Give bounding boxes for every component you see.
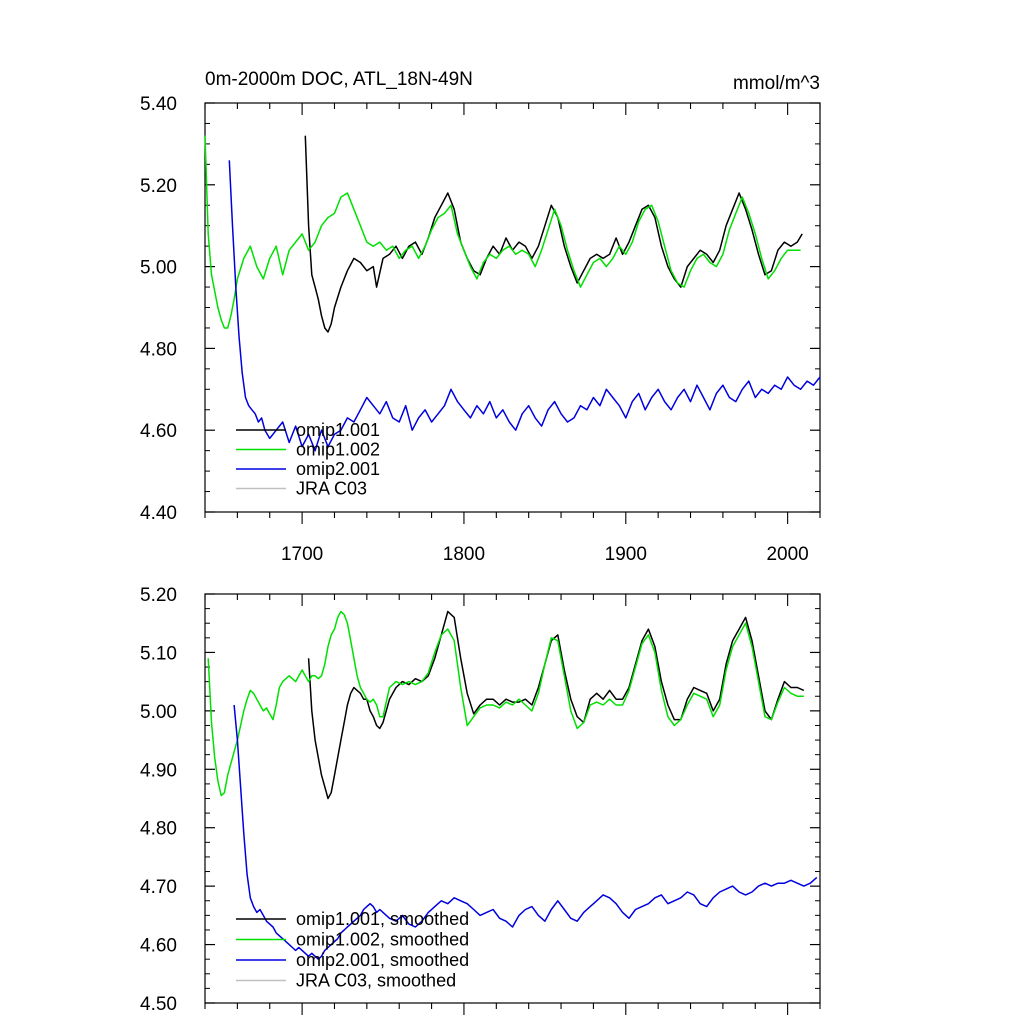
legend-label: omip2.001 — [296, 459, 380, 479]
legend-label: omip1.002 — [296, 440, 380, 460]
legend-label: omip1.001 — [296, 420, 380, 440]
top-panel-units: mmol/m^3 — [733, 73, 820, 94]
top-panel: 0m-2000m DOC, ATL_18N-49N mmol/m^3 4.404… — [140, 69, 821, 565]
y-tick-label: 4.60 — [140, 421, 177, 442]
y-tick-label: 5.00 — [140, 258, 177, 279]
y-tick-label: 5.20 — [140, 585, 177, 606]
y-tick-label: 4.50 — [140, 994, 177, 1015]
y-tick-label: 5.10 — [140, 643, 177, 664]
bottom-panel-ticks: 4.50 4.60 4.70 4.80 4.90 5.00 5.10 5.20 — [140, 585, 821, 1015]
series-line-omip1-001-smoothed — [307, 610, 805, 800]
x-tick-label: 1800 — [443, 544, 485, 565]
series-line-omip1-002-smoothed — [207, 610, 804, 797]
series-line-omip1-002 — [204, 135, 801, 329]
x-tick-label: 2000 — [766, 544, 808, 565]
y-tick-label: 4.90 — [140, 760, 177, 781]
x-tick-label: 1900 — [605, 544, 647, 565]
top-panel-ticks: 4.40 4.60 4.80 5.00 5.20 5.40 1700 1800 1900 2000 — [140, 94, 821, 565]
legend-label: omip1.002, smoothed — [296, 930, 469, 950]
y-tick-label: 4.60 — [140, 936, 177, 957]
top-panel-title: 0m-2000m DOC, ATL_18N-49N — [205, 69, 473, 90]
legend-label: JRA C03 — [296, 479, 367, 499]
legend-label: omip2.001, smoothed — [296, 950, 469, 970]
y-tick-label: 4.80 — [140, 339, 177, 360]
bottom-panel: 4.50 4.60 4.70 4.80 4.90 5.00 5.10 5.20 omip1.0… — [140, 585, 821, 1015]
series-line-omip1-001 — [304, 135, 803, 333]
y-tick-label: 5.00 — [140, 702, 177, 723]
y-tick-label: 5.40 — [140, 94, 177, 115]
legend-label: omip1.001, smoothed — [296, 909, 469, 929]
y-tick-label: 5.20 — [140, 176, 177, 197]
top-panel-series — [204, 135, 821, 452]
series-line-omip2-001-smoothed — [233, 704, 818, 960]
x-tick-label: 1700 — [281, 544, 323, 565]
bottom-panel-series — [207, 610, 818, 960]
y-tick-label: 4.40 — [140, 503, 177, 524]
series-line-omip2-001 — [228, 160, 821, 452]
legend-label: JRA C03, smoothed — [296, 971, 456, 991]
y-tick-label: 4.80 — [140, 819, 177, 840]
y-tick-label: 4.70 — [140, 877, 177, 898]
